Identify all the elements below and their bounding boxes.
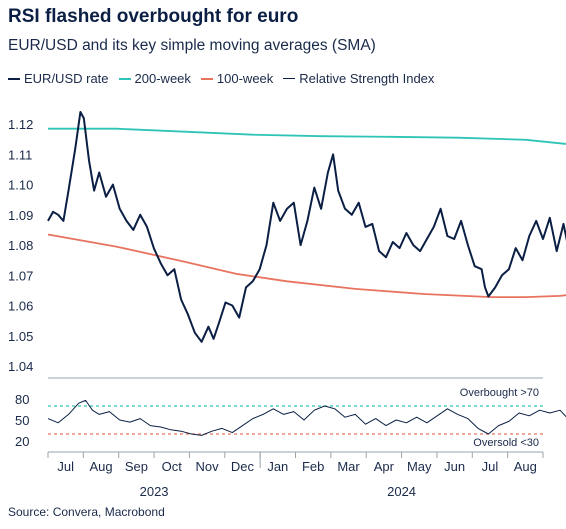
x-label-dec-5: Dec — [231, 459, 255, 474]
main-series-lines — [47, 111, 566, 343]
main-y-tick-1-08: 1.08 — [8, 238, 33, 253]
x-label-aug-13: Aug — [514, 459, 537, 474]
legend: EUR/USD rate 200-week 100-week Relative … — [8, 71, 434, 86]
year-label-2024: 2024 — [387, 484, 416, 499]
legend-label-rsi: Relative Strength Index — [299, 71, 435, 86]
main-y-tick-1-04: 1.04 — [8, 359, 33, 374]
chart-subtitle: EUR/USD and its key simple moving averag… — [8, 37, 376, 54]
rsi-y-tick-50: 50 — [15, 413, 29, 428]
legend-item-rsi: Relative Strength Index — [283, 71, 434, 86]
main-y-tick-1-11: 1.11 — [8, 147, 32, 162]
series-line-relative-strength-index — [47, 399, 566, 436]
series-line-200-week — [48, 127, 566, 145]
source-note: Source: Convera, Macrobond — [8, 505, 165, 519]
main-y-tick-1-06: 1.06 — [8, 299, 33, 314]
main-y-tick-1-12: 1.12 — [8, 117, 33, 132]
main-y-tick-1-09: 1.09 — [8, 208, 33, 223]
legend-swatch-200-week — [118, 77, 131, 80]
x-label-may-10: May — [407, 459, 432, 474]
main-y-tick-1-05: 1.05 — [8, 329, 33, 344]
legend-label-100-week: 100-week — [216, 71, 274, 86]
legend-swatch-eurusd — [8, 77, 20, 80]
main-y-tick-labels: 1.04 1.05 1.06 1.07 1.08 1.09 1.10 1.11 1.12 — [8, 117, 33, 374]
x-label-aug-1: Aug — [89, 459, 112, 474]
rsi-reference-lines — [48, 405, 543, 435]
rsi-series-line — [47, 399, 566, 436]
legend-item-eurusd: EUR/USD rate — [8, 71, 109, 86]
x-label-feb-7: Feb — [302, 459, 324, 474]
x-label-jul-0: Jul — [57, 459, 74, 474]
main-y-tick-1-07: 1.07 — [8, 268, 33, 283]
x-label-mar-8: Mar — [337, 459, 360, 474]
x-month-labels: Jul Aug Sep Oct Nov Dec Jan Feb Mar Apr May Jun Jul A… — [57, 459, 537, 474]
chart-title: RSI flashed overbought for euro — [8, 6, 299, 27]
x-label-apr-9: Apr — [374, 459, 395, 474]
x-label-oct-3: Oct — [162, 459, 183, 474]
main-y-tick-1-10: 1.10 — [8, 178, 33, 193]
rsi-y-tick-80: 80 — [15, 392, 29, 407]
rsi-y-tick-20: 20 — [15, 434, 29, 449]
legend-item-200-week: 200-week — [118, 71, 191, 86]
rsi-y-tick-labels: 20 50 80 — [15, 392, 29, 449]
x-label-nov-4: Nov — [196, 459, 220, 474]
legend-swatch-rsi — [283, 78, 296, 79]
legend-swatch-100-week — [200, 77, 213, 80]
series-line-100-week — [47, 233, 566, 298]
year-label-2023: 2023 — [140, 484, 169, 499]
x-tick-marks — [47, 452, 544, 468]
legend-item-100-week: 100-week — [200, 71, 274, 86]
oversold-annotation: Oversold <30 — [473, 437, 539, 449]
x-label-jun-11: Jun — [444, 459, 465, 474]
x-label-sep-2: Sep — [125, 459, 148, 474]
legend-label-eurusd: EUR/USD rate — [24, 71, 109, 86]
series-line-eur-usd-rate — [47, 111, 566, 343]
x-label-jan-6: Jan — [267, 459, 288, 474]
overbought-annotation: Overbought >70 — [460, 387, 539, 399]
legend-label-200-week: 200-week — [134, 71, 191, 86]
x-label-jul-12: Jul — [482, 459, 499, 474]
x-year-labels: 2023 2024 — [140, 484, 416, 499]
